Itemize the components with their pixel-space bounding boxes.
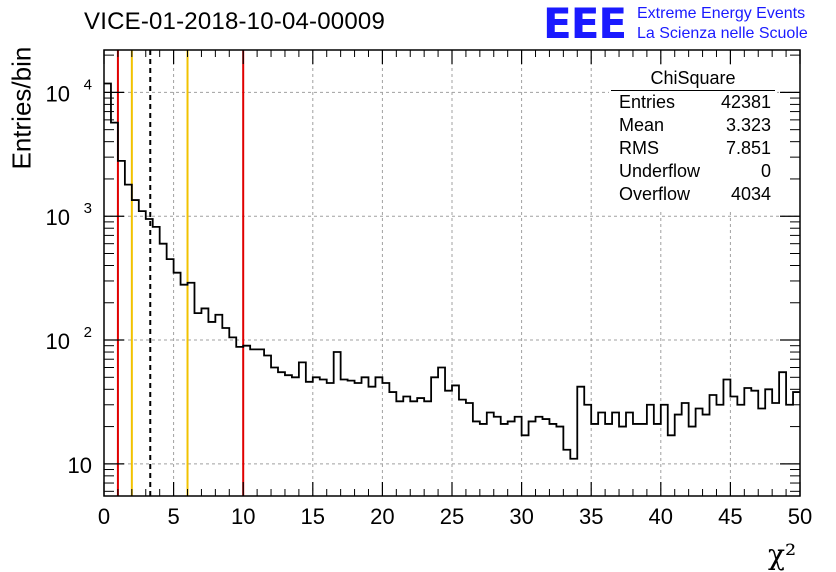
x-tick-label: 50 <box>788 504 812 529</box>
x-tick-label: 10 <box>231 504 255 529</box>
histogram-series <box>104 82 800 460</box>
stats-title: ChiSquare <box>650 68 736 88</box>
stats-label: Mean <box>619 115 665 135</box>
stats-box: ChiSquare Entries 42381 Mean 3.323 RMS 7… <box>609 66 777 211</box>
stats-row-entries: Entries 42381 <box>619 92 771 114</box>
stats-value: 3.323 <box>725 115 771 135</box>
y-axis-label: Entries/bin <box>6 46 37 170</box>
stats-label: Entries <box>619 92 676 112</box>
x-tick-label: 45 <box>718 504 742 529</box>
stats-row-underflow: Underflow 0 <box>619 161 771 183</box>
stats-divider <box>611 90 775 91</box>
x-tick-label: 20 <box>370 504 394 529</box>
stats-value: 7.851 <box>725 138 771 158</box>
chart-title: VICE-01-2018-10-04-00009 <box>84 8 385 35</box>
stats-label: Underflow <box>619 161 701 181</box>
stats-label: RMS <box>619 138 659 158</box>
x-tick-label: 5 <box>167 504 179 529</box>
x-tick-label: 0 <box>98 504 110 529</box>
logo-subtitle-2: La Scienza nelle Scuole <box>637 25 808 42</box>
y-tick-exponent: 2 <box>84 324 92 341</box>
eee-logo: EEE <box>543 0 627 48</box>
axis-ticks <box>103 50 801 496</box>
x-tick-label: 30 <box>509 504 533 529</box>
stats-label: Overflow <box>619 184 691 204</box>
stats-value: 42381 <box>720 92 771 112</box>
x-tick-label: 40 <box>649 504 673 529</box>
x-axis-label: χ² <box>768 538 797 571</box>
x-tick-label: 35 <box>579 504 603 529</box>
y-tick-label: 10 <box>46 205 70 230</box>
stats-value: 0 <box>760 161 771 181</box>
stats-row-mean: Mean 3.323 <box>619 115 771 137</box>
tick-labels: 0 5 10 15 20 25 30 35 40 45 50 10 10 2 10 3 10 4 <box>46 76 813 529</box>
stats-row-rms: RMS 7.851 <box>619 138 771 160</box>
x-tick-label: 25 <box>440 504 464 529</box>
stats-value: 4034 <box>730 184 771 204</box>
y-tick-exponent: 3 <box>84 200 92 217</box>
y-tick-label: 10 <box>46 81 70 106</box>
logo-subtitle-1: Extreme Energy Events <box>637 5 806 22</box>
x-tick-label: 15 <box>301 504 325 529</box>
y-tick-label: 10 <box>46 329 70 354</box>
y-tick-exponent: 4 <box>84 76 92 93</box>
stats-row-overflow: Overflow 4034 <box>619 184 771 206</box>
y-tick-label: 10 <box>68 453 92 478</box>
